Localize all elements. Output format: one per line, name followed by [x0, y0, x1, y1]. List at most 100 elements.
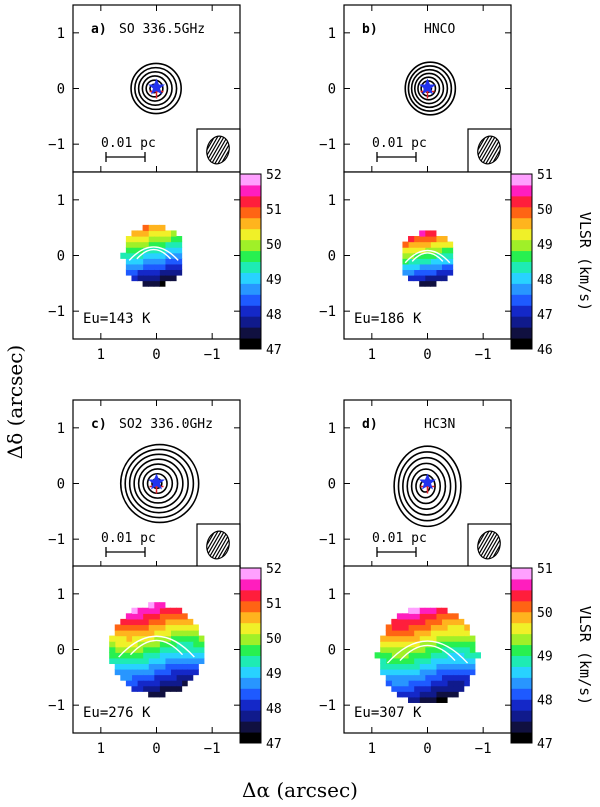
velocity-pixel	[391, 657, 398, 665]
contour-line	[415, 474, 436, 499]
velocity-pixel	[446, 241, 454, 248]
velocity-pixel	[142, 269, 149, 276]
velocity-pixel	[114, 657, 121, 665]
velocity-pixel	[125, 630, 133, 637]
colorbar-segment	[240, 611, 261, 624]
velocity-pixel	[441, 663, 448, 670]
velocity-pixel	[142, 652, 149, 659]
contour-line	[141, 75, 169, 102]
contour-line	[417, 76, 441, 101]
velocity-pixel	[430, 652, 437, 659]
velocity-pixel	[452, 635, 459, 642]
y-tick-label: −1	[48, 532, 65, 548]
velocity-pixel	[164, 247, 172, 254]
velocity-pixel	[125, 641, 133, 648]
velocity-pixel	[413, 236, 420, 243]
y-tick-label: 1	[57, 193, 65, 209]
velocity-pixel	[164, 263, 172, 271]
y-tick-label: 0	[57, 477, 65, 493]
velocity-pixel	[391, 674, 398, 681]
energy-label: Eu=143 K	[83, 311, 151, 327]
velocity-pixel	[408, 646, 415, 653]
velocity-pixel	[413, 607, 420, 614]
velocity-pixel	[120, 657, 127, 665]
colorbar-segment	[511, 699, 532, 711]
velocity-pixel	[419, 258, 426, 265]
velocity-pixel	[192, 646, 199, 653]
velocity-pixel	[120, 646, 127, 653]
velocity-pixel	[408, 618, 415, 626]
scale-bar-label: 0.01 pc	[101, 136, 156, 151]
velocity-pixel	[142, 668, 149, 676]
velocity-pixel	[142, 630, 149, 637]
velocity-pixel	[385, 668, 392, 676]
velocity-pixel	[159, 618, 166, 626]
velocity-pixel	[419, 696, 426, 703]
velocity-pixel	[402, 674, 409, 681]
velocity-pixel	[175, 258, 183, 265]
panel-title: HC3N	[424, 417, 455, 432]
velocity-pixel	[402, 657, 409, 665]
velocity-pixel	[424, 657, 431, 665]
velocity-pixel	[164, 258, 172, 265]
velocity-pixel	[435, 263, 443, 271]
velocity-pixel	[452, 646, 459, 653]
y-tick-label: 0	[328, 82, 336, 98]
velocity-pixel	[192, 668, 199, 676]
velocity-pixel	[419, 269, 426, 276]
velocity-pixel	[435, 680, 443, 687]
velocity-pixel	[170, 652, 177, 659]
velocity-pixel	[458, 624, 465, 631]
velocity-pixel	[125, 652, 133, 659]
velocity-pixel	[430, 258, 437, 265]
velocity-pixel	[148, 252, 155, 259]
velocity-pixel	[159, 230, 166, 237]
velocity-pixel	[446, 641, 454, 648]
colorbar-tick-label: 46	[537, 343, 553, 358]
contour-line	[393, 445, 462, 528]
velocity-pixel	[137, 230, 144, 237]
velocity-pixel	[441, 258, 448, 265]
contour-line	[406, 462, 447, 510]
colorbar-segment	[240, 239, 261, 252]
colorbar-segment	[240, 721, 261, 733]
velocity-pixel	[391, 680, 398, 687]
velocity-pixel	[435, 607, 443, 614]
colorbar-segment	[511, 633, 532, 646]
velocity-pixel	[446, 247, 454, 254]
colorbar-segment	[511, 250, 532, 262]
velocity-pixel	[181, 668, 188, 676]
velocity-pixel	[446, 258, 454, 265]
velocity-pixel	[419, 613, 426, 620]
velocity-pixel	[424, 274, 431, 282]
velocity-pixel	[458, 674, 465, 681]
velocity-pixel	[164, 230, 172, 237]
y-tick-label: 0	[328, 477, 336, 493]
velocity-pixel	[148, 269, 155, 276]
velocity-pixel	[175, 668, 183, 676]
colorbar-segment	[240, 261, 261, 273]
colorbar-segment	[511, 327, 532, 339]
velocity-pixel	[137, 657, 144, 665]
velocity-pixel	[131, 236, 138, 243]
velocity-pixel	[441, 236, 448, 243]
colorbar-segment	[511, 644, 532, 656]
contour-line	[137, 71, 173, 107]
velocity-pixel	[430, 668, 437, 676]
velocity-pixel	[120, 663, 127, 670]
velocity-pixel	[187, 646, 194, 653]
velocity-pixel	[435, 696, 443, 703]
velocity-pixel	[452, 663, 459, 670]
velocity-pixel	[446, 618, 454, 626]
colorbar-tick-label: 49	[266, 273, 282, 288]
velocity-pixel	[441, 630, 448, 637]
x-axis-label: Δα (arcsec)	[242, 778, 358, 802]
velocity-pixel	[187, 668, 194, 676]
colorbar-segment	[240, 677, 261, 689]
colorbar-segment	[511, 294, 532, 306]
colorbar-frame	[239, 173, 262, 350]
velocity-pixel	[148, 641, 155, 648]
velocity-pixel	[153, 630, 160, 637]
velocity-pixel	[198, 641, 205, 648]
velocity-pixel	[441, 269, 448, 276]
